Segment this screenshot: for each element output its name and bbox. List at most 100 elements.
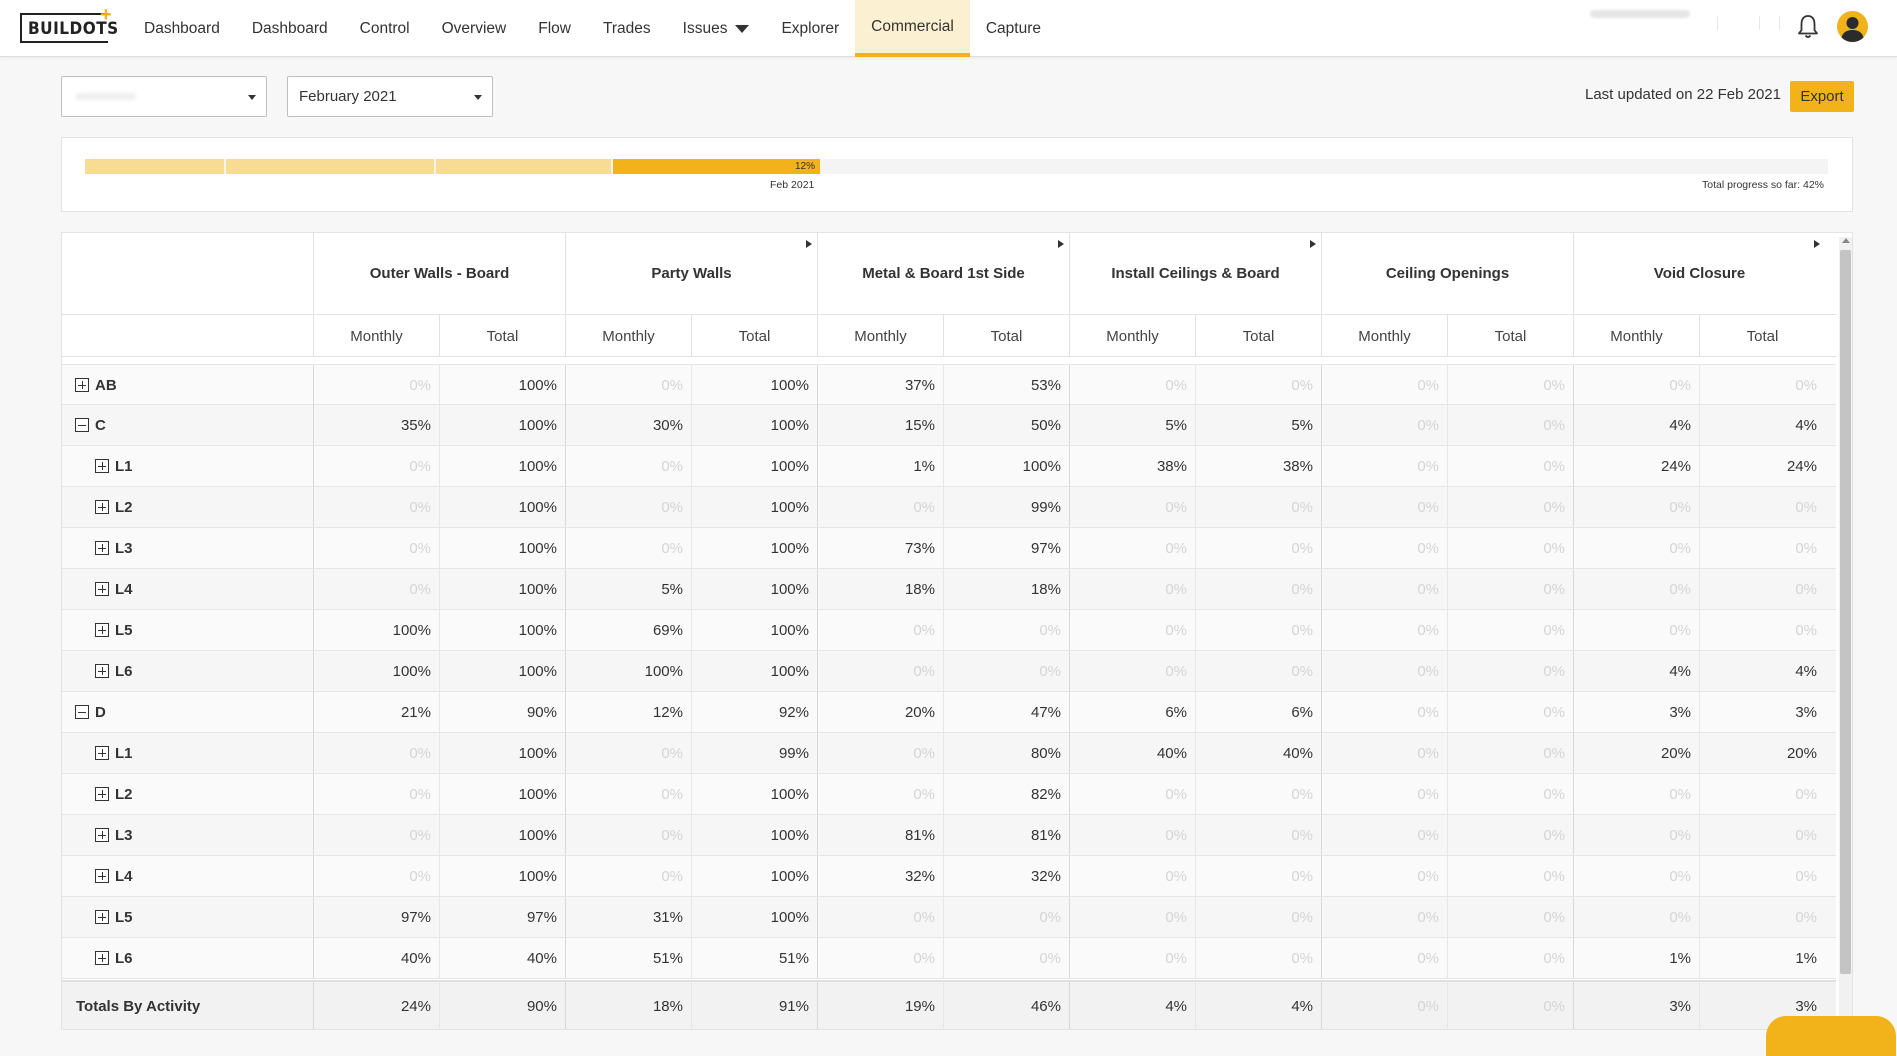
expand-icon[interactable] xyxy=(95,869,109,883)
table-cell: 31% xyxy=(565,897,691,937)
column-group-header[interactable]: Party Walls xyxy=(565,233,817,314)
table-row[interactable]: AB 0% 100% 0% 100% 37% 53% 0% 0% 0% 0% 0% 0% xyxy=(62,364,1836,405)
bell-icon[interactable] xyxy=(1797,14,1819,40)
expand-icon[interactable] xyxy=(95,582,109,596)
totals-label: Totals By Activity xyxy=(76,998,201,1015)
table-cell: 0% xyxy=(1069,487,1195,527)
expand-icon[interactable] xyxy=(95,541,109,555)
row-label: L5 xyxy=(95,897,133,937)
total-column-header[interactable]: Total xyxy=(1447,315,1573,357)
table-cell: 100% xyxy=(691,856,817,896)
table-row[interactable]: L4 0% 100% 0% 100% 32% 32% 0% 0% 0% 0% 0% 0% xyxy=(62,856,1836,897)
table-cell: 0% xyxy=(313,733,439,773)
table-cell: 0% xyxy=(1321,897,1447,937)
nav-item-flow[interactable]: Flow xyxy=(522,0,587,57)
column-group-header[interactable]: Void Closure xyxy=(1573,233,1825,314)
expand-arrow-icon[interactable] xyxy=(806,240,812,248)
total-column-header[interactable]: Total xyxy=(1699,315,1825,357)
monthly-column-header[interactable]: Monthly xyxy=(565,315,691,357)
column-group-header[interactable]: Metal & Board 1st Side xyxy=(817,233,1069,314)
nav-item-capture[interactable]: Capture xyxy=(970,0,1057,57)
table-cell: 0% xyxy=(1573,365,1699,405)
table-cell: 0% xyxy=(1195,774,1321,814)
nav-item-explorer[interactable]: Explorer xyxy=(765,0,855,57)
table-cell: 0% xyxy=(1573,569,1699,609)
table-row[interactable]: L5 97% 97% 31% 100% 0% 0% 0% 0% 0% 0% 0% 0% xyxy=(62,897,1836,938)
expand-icon[interactable] xyxy=(95,787,109,801)
expand-arrow-icon[interactable] xyxy=(1058,240,1064,248)
nav-item-issues[interactable]: Issues xyxy=(667,0,766,57)
row-label-text: L6 xyxy=(115,949,133,967)
monthly-column-header[interactable]: Monthly xyxy=(1573,315,1699,357)
scroll-up-arrow-icon[interactable] xyxy=(1842,238,1850,243)
monthly-column-header[interactable]: Monthly xyxy=(1069,315,1195,357)
expand-icon[interactable] xyxy=(75,378,89,392)
expand-arrow-icon[interactable] xyxy=(1310,240,1316,248)
table-cell: 0% xyxy=(1195,651,1321,691)
expand-icon[interactable] xyxy=(95,746,109,760)
table-cell: 0% xyxy=(1195,938,1321,978)
table-cell: 100% xyxy=(439,405,565,445)
total-column-header[interactable]: Total xyxy=(439,315,565,357)
table-row[interactable]: L6 100% 100% 100% 100% 0% 0% 0% 0% 0% 0% 4% 4% xyxy=(62,651,1836,692)
collapse-icon[interactable] xyxy=(75,418,89,432)
table-row[interactable]: L6 40% 40% 51% 51% 0% 0% 0% 0% 0% 0% 1% 1% xyxy=(62,938,1836,979)
nav-item-overview[interactable]: Overview xyxy=(426,0,523,57)
table-cell: 0% xyxy=(1069,651,1195,691)
expand-icon[interactable] xyxy=(95,459,109,473)
monthly-column-header[interactable]: Monthly xyxy=(817,315,943,357)
monthly-column-header[interactable]: Monthly xyxy=(313,315,439,357)
project-select[interactable] xyxy=(61,76,267,117)
monthly-column-header[interactable]: Monthly xyxy=(1321,315,1447,357)
nav-item-trades[interactable]: Trades xyxy=(587,0,667,57)
collapse-icon[interactable] xyxy=(75,705,89,719)
column-group-header[interactable]: Install Ceilings & Board xyxy=(1069,233,1321,314)
nav-item-control[interactable]: Control xyxy=(344,0,426,57)
table-row[interactable]: L1 0% 100% 0% 100% 1% 100% 38% 38% 0% 0% 24% 24% xyxy=(62,446,1836,487)
table-row[interactable]: L5 100% 100% 69% 100% 0% 0% 0% 0% 0% 0% 0% 0% xyxy=(62,610,1836,651)
table-row[interactable]: D 21% 90% 12% 92% 20% 47% 6% 6% 0% 0% 3% 3% xyxy=(62,692,1836,733)
expand-icon[interactable] xyxy=(95,951,109,965)
table-cell: 0% xyxy=(1699,487,1825,527)
total-column-header[interactable]: Total xyxy=(943,315,1069,357)
row-label: D xyxy=(75,692,106,732)
help-button[interactable] xyxy=(1766,1016,1896,1056)
expand-icon[interactable] xyxy=(95,828,109,842)
nav-item-label: Dashboard xyxy=(251,19,328,37)
progress-card: 12% Feb 2021 Total progress so far: 42% xyxy=(61,137,1853,212)
column-group-header[interactable]: Outer Walls - Board xyxy=(313,233,565,314)
table-cell: 0% xyxy=(313,528,439,568)
total-column-header[interactable]: Total xyxy=(1195,315,1321,357)
table-row[interactable]: L2 0% 100% 0% 100% 0% 82% 0% 0% 0% 0% 0% 0% xyxy=(62,774,1836,815)
table-cell: 0% xyxy=(1447,733,1573,773)
table-cell: 0% xyxy=(1069,897,1195,937)
column-group-header[interactable]: Ceiling Openings xyxy=(1321,233,1573,314)
vertical-scrollbar-thumb[interactable] xyxy=(1840,250,1851,974)
table-cell: 0% xyxy=(1699,897,1825,937)
table-cell: 21% xyxy=(313,692,439,732)
table-cell: 0% xyxy=(1069,815,1195,855)
buildots-logo[interactable]: BUILDOTS + xyxy=(20,4,118,43)
expand-icon[interactable] xyxy=(95,500,109,514)
table-row[interactable]: C 35% 100% 30% 100% 15% 50% 5% 5% 0% 0% 4% 4% xyxy=(62,405,1836,446)
table-cell: 81% xyxy=(817,815,943,855)
table-row[interactable]: L4 0% 100% 5% 100% 18% 18% 0% 0% 0% 0% 0% 0% xyxy=(62,569,1836,610)
expand-arrow-icon[interactable] xyxy=(1814,240,1820,248)
table-cell: 5% xyxy=(1069,405,1195,445)
total-column-header[interactable]: Total xyxy=(691,315,817,357)
table-row[interactable]: L3 0% 100% 0% 100% 81% 81% 0% 0% 0% 0% 0% 0% xyxy=(62,815,1836,856)
expand-icon[interactable] xyxy=(95,664,109,678)
month-select[interactable]: February 2021 xyxy=(287,76,493,117)
table-row[interactable]: L3 0% 100% 0% 100% 73% 97% 0% 0% 0% 0% 0% 0% xyxy=(62,528,1836,569)
table-cell: 0% xyxy=(1321,815,1447,855)
expand-icon[interactable] xyxy=(95,910,109,924)
nav-item-commercial[interactable]: Commercial xyxy=(855,0,970,57)
nav-item-dashboard[interactable]: Dashboard xyxy=(236,0,344,57)
table-row[interactable]: L2 0% 100% 0% 100% 0% 99% 0% 0% 0% 0% 0% 0% xyxy=(62,487,1836,528)
user-avatar[interactable] xyxy=(1837,11,1868,42)
table-row[interactable]: L1 0% 100% 0% 99% 0% 80% 40% 40% 0% 0% 20% 20% xyxy=(62,733,1836,774)
table-cell: 0% xyxy=(1447,446,1573,486)
expand-icon[interactable] xyxy=(95,623,109,637)
nav-item-dashboard[interactable]: Dashboard xyxy=(128,0,236,57)
export-button[interactable]: Export xyxy=(1790,81,1854,112)
